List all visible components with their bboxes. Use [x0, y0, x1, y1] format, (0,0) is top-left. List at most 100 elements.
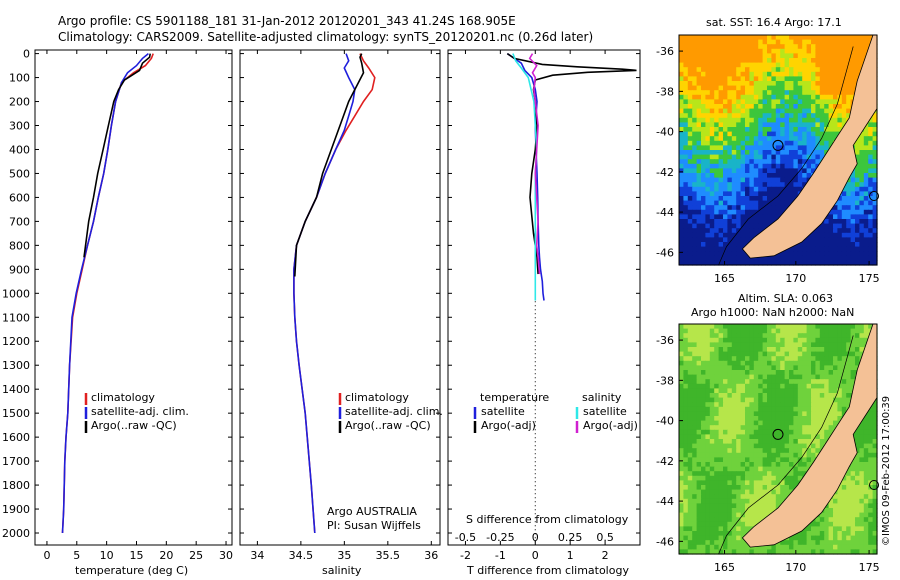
sla-lat-label: -44	[656, 495, 674, 508]
sla-lat-label: -40	[656, 415, 674, 428]
header-line-1: Argo profile: CS 5901188_181 31-Jan-2012…	[58, 14, 516, 28]
sst-map-title: sat. SST: 16.4 Argo: 17.1	[706, 16, 842, 29]
sst-lon-label: 175	[859, 272, 880, 285]
diff-legend-temp-title: temperature	[480, 391, 550, 404]
depth-tick-label: 600	[9, 191, 30, 204]
diff-t-xtick-label: 2	[602, 549, 609, 562]
sal-legend-argo: Argo(..raw -QC)	[345, 419, 431, 432]
sla-lat-label: -42	[656, 455, 674, 468]
depth-tick-label: 1900	[2, 503, 30, 516]
series-line-argo-raw-qc-	[83, 53, 151, 258]
sst-lat-label: -40	[656, 126, 674, 139]
temp-xtick-label: 15	[129, 549, 143, 562]
diff-legend-s-satellite: satellite	[583, 405, 627, 418]
temp-frame	[34, 49, 233, 546]
series-line-argo-adj-	[528, 53, 541, 275]
sal-frame	[239, 49, 441, 546]
sal-legend-satellite: satellite-adj. clim.	[345, 405, 443, 418]
depth-tick-label: 1600	[2, 431, 30, 444]
sla-map-contour	[718, 335, 854, 555]
diff-t-xtick-label: -2	[460, 549, 471, 562]
sst-lat-label: -46	[656, 246, 674, 259]
header-line-2: Climatology: CARS2009. Satellite-adjuste…	[58, 30, 594, 44]
depth-tick-label: 1100	[2, 311, 30, 324]
sst-lon-label: 170	[785, 272, 806, 285]
depth-tick-label: 800	[9, 239, 30, 252]
depth-tick-label: 1500	[2, 407, 30, 420]
imos-timestamp: ©IMOS 09-Feb-2012 17:00:39	[881, 395, 892, 546]
sal-xtick-label: 36	[424, 549, 438, 562]
sla-lon-label: 170	[785, 561, 806, 574]
diff-t-xtick-label: -1	[495, 549, 506, 562]
diff-toplabel: S difference from climatology	[466, 513, 629, 526]
diff-t-xtick-label: 0	[532, 549, 539, 562]
depth-tick-label: 1200	[2, 335, 30, 348]
sla-lon-label: 175	[859, 561, 880, 574]
diff-s-xtick-label: -0.5	[455, 531, 476, 544]
sla-lat-label: -38	[656, 374, 674, 387]
temp-xtick-label: 10	[100, 549, 114, 562]
sal-xtick-label: 35.5	[376, 549, 401, 562]
series-line-satellite-adj-clim-	[61, 52, 149, 534]
sla-lon-label: 165	[714, 561, 735, 574]
sst-map-land	[741, 34, 878, 259]
sst-map-contour	[718, 46, 854, 266]
sla-map-title-1: Altim. SLA: 0.063	[738, 292, 834, 305]
sst-lat-label: -44	[656, 206, 674, 219]
depth-tick-label: 100	[9, 72, 30, 85]
sal-xtick-label: 34.5	[289, 549, 314, 562]
sst-lat-label: -38	[656, 85, 674, 98]
depth-tick-label: 900	[9, 263, 30, 276]
depth-tick-label: 1000	[2, 287, 30, 300]
sla-map-land	[741, 323, 878, 548]
depth-tick-label: 1300	[2, 359, 30, 372]
salinity-xlabel: salinity	[322, 564, 362, 577]
temp-xtick-label: 0	[43, 549, 50, 562]
depth-tick-label: 0	[23, 48, 30, 61]
credit-line-2: PI: Susan Wijffels	[327, 519, 421, 532]
diff-s-xtick-label: 0.25	[558, 531, 583, 544]
depth-tick-label: 2000	[2, 527, 30, 540]
sal-legend-climatology: climatology	[345, 391, 409, 404]
depth-tick-label: 500	[9, 167, 30, 180]
credit-line-1: Argo AUSTRALIA	[327, 505, 417, 518]
temp-legend-climatology: climatology	[91, 391, 155, 404]
diff-s-xtick-label: -0.25	[486, 531, 514, 544]
series-line-argo-raw-qc-	[294, 53, 365, 277]
sst-lon-label: 165	[714, 272, 735, 285]
diff-legend-t-argo: Argo(-adj)	[481, 419, 536, 432]
temp-xtick-label: 20	[159, 549, 173, 562]
temp-xtick-label: 30	[219, 549, 233, 562]
series-line-climatology	[293, 53, 376, 534]
diff-t-xtick-label: 1	[567, 549, 574, 562]
diff-s-xtick-label: 0.5	[596, 531, 614, 544]
sst-lat-label: -36	[656, 45, 674, 58]
temp-xtick-label: 5	[73, 549, 80, 562]
sla-map-frame	[678, 323, 878, 555]
sla-lat-label: -46	[656, 535, 674, 548]
depth-tick-label: 400	[9, 143, 30, 156]
series-line-satellite-adj-clim-	[293, 53, 356, 534]
sla-map-title-2: Argo h1000: NaN h2000: NaN	[691, 306, 855, 319]
sla-lat-label: -36	[656, 334, 674, 347]
diff-legend-t-satellite: satellite	[481, 405, 525, 418]
depth-tick-label: 700	[9, 215, 30, 228]
depth-tick-label: 200	[9, 96, 30, 109]
sla-argo-position-marker	[772, 428, 784, 440]
temp-legend-satellite: satellite-adj. clim.	[91, 405, 189, 418]
temp-legend-argo: Argo(..raw -QC)	[91, 419, 177, 432]
diff-xlabel: T difference from climatology	[467, 564, 629, 577]
diff-frame	[447, 49, 641, 546]
diff-legend-sal-title: salinity	[582, 391, 622, 404]
depth-tick-label: 1400	[2, 383, 30, 396]
sst-lat-label: -42	[656, 166, 674, 179]
temp-xtick-label: 25	[189, 549, 203, 562]
diff-legend-s-argo: Argo(-adj)	[583, 419, 638, 432]
temperature-xlabel: temperature (deg C)	[75, 564, 189, 577]
depth-tick-label: 1800	[2, 479, 30, 492]
sal-xtick-label: 34	[250, 549, 264, 562]
series-line-argo-adj-	[506, 52, 637, 275]
sst-map-frame	[678, 34, 878, 266]
sal-xtick-label: 35	[337, 549, 351, 562]
